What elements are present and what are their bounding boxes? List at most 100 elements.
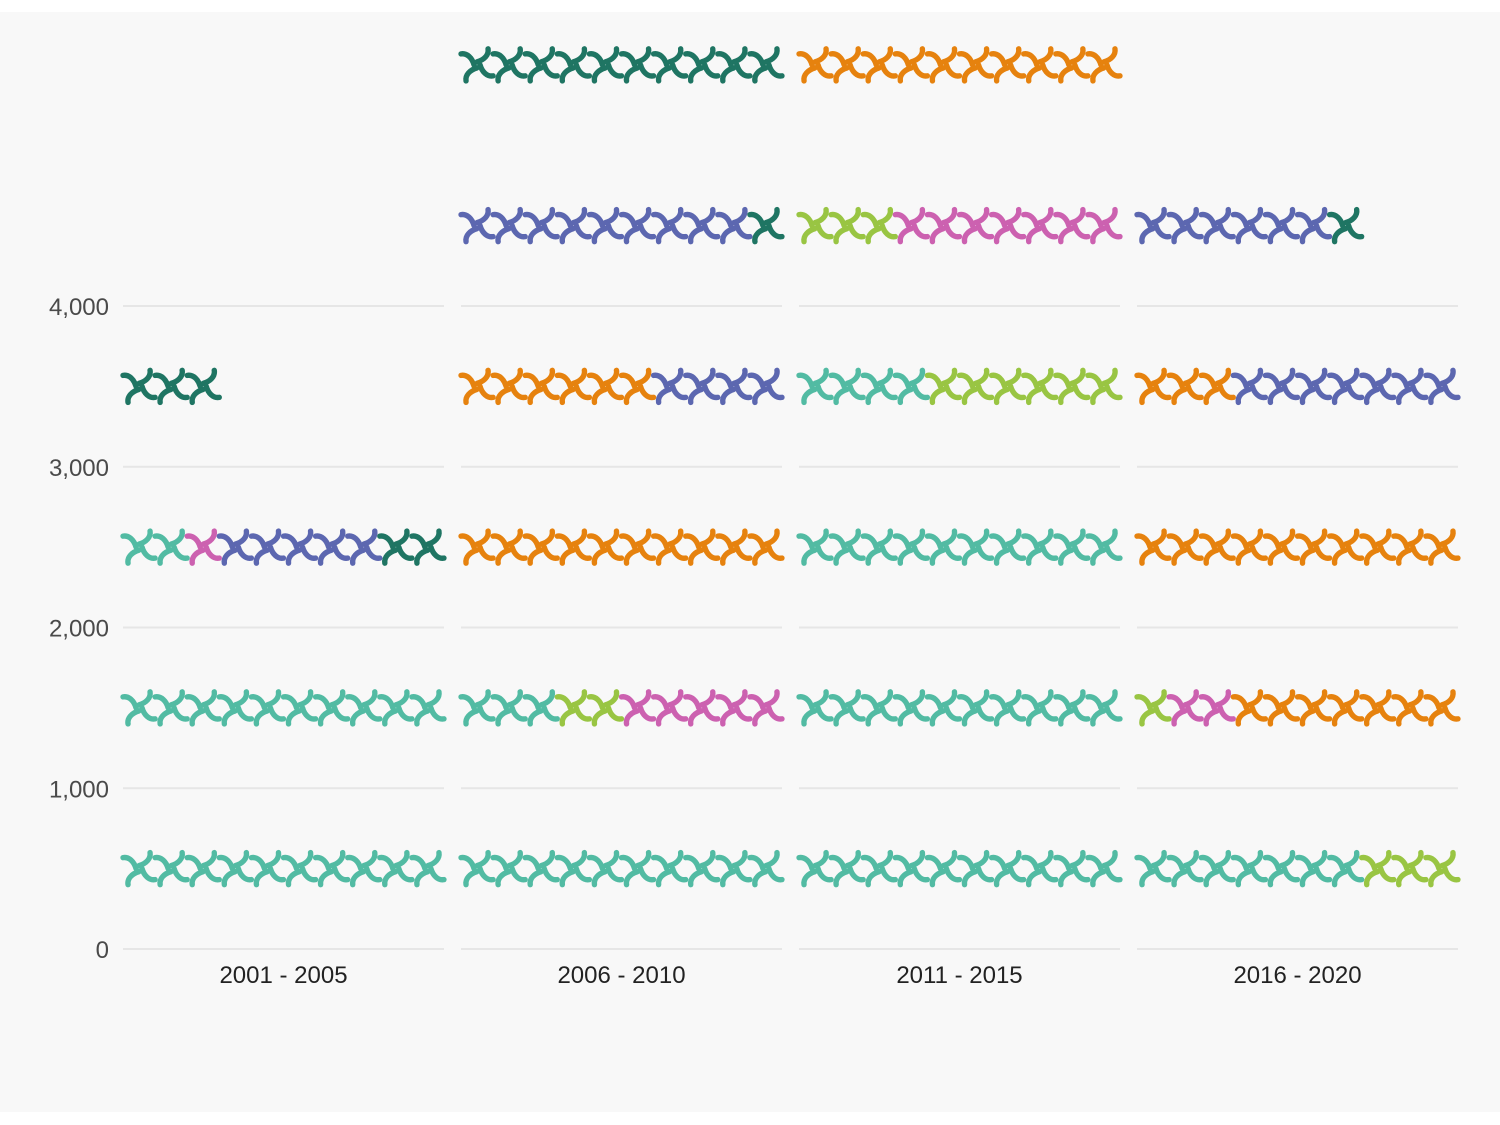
waffle-cell-2-0-33	[895, 370, 927, 402]
waffle-cell-3-3-11	[1265, 531, 1297, 563]
waffle-cell-3-4-9	[1201, 210, 1233, 242]
waffle-cell-3-3-6	[1426, 692, 1458, 724]
waffle-cell-1-4-1	[686, 370, 718, 402]
waffle-cell-1-2-1	[654, 692, 686, 724]
waffle-cell-1-0-9	[750, 853, 782, 885]
waffle-cell-1-4-7	[557, 210, 589, 242]
waffle-cell-2-0-18	[1056, 692, 1088, 724]
waffle-cell-3-3-4	[1362, 692, 1394, 724]
waffle-cell-2-0-26	[992, 531, 1024, 563]
waffle-cell-1-0-8	[718, 853, 750, 885]
waffle-cell-1-4-5	[493, 210, 525, 242]
waffle-cell-3-3-16	[1426, 531, 1458, 563]
waffle-cell-0-4-1	[251, 531, 283, 563]
waffle-cell-1-5-0	[750, 210, 782, 242]
waffle-cell-0-0-18	[380, 692, 412, 724]
waffle-cell-3-2-1	[1201, 692, 1233, 724]
x-tick-label: 2011 - 2015	[896, 962, 1022, 989]
waffle-cell-1-2-3	[718, 692, 750, 724]
waffle-cell-1-3-13	[557, 370, 589, 402]
waffle-cell-1-1-1	[589, 692, 621, 724]
x-tick-label: 2001 - 2005	[219, 962, 347, 989]
waffle-cell-3-4-1	[1265, 370, 1297, 402]
waffle-cell-2-0-14	[927, 692, 959, 724]
waffle-cell-2-2-5	[1056, 210, 1088, 242]
waffle-cell-1-3-5	[622, 531, 654, 563]
waffle-cell-0-4-0	[219, 531, 251, 563]
waffle-cell-0-0-9	[412, 853, 444, 885]
waffle-cell-1-3-15	[622, 370, 654, 402]
waffle-cell-2-3-0	[799, 49, 831, 81]
waffle-cell-1-5-9	[718, 49, 750, 81]
waffle-cell-1-2-0	[622, 692, 654, 724]
waffle-cell-1-4-0	[654, 370, 686, 402]
y-tick-label: 1,000	[49, 776, 109, 803]
y-tick-label: 0	[96, 937, 109, 964]
waffle-cell-0-0-10	[123, 692, 155, 724]
waffle-cell-1-3-12	[525, 370, 557, 402]
waffle-cell-0-0-14	[251, 692, 283, 724]
waffle-cell-0-0-19	[412, 692, 444, 724]
waffle-cell-2-0-13	[895, 692, 927, 724]
waffle-cell-2-0-24	[927, 531, 959, 563]
waffle-cell-1-3-0	[461, 531, 493, 563]
waffle-cell-3-4-5	[1394, 370, 1426, 402]
waffle-cell-2-1-6	[799, 210, 831, 242]
waffle-cell-0-2-0	[187, 531, 219, 563]
waffle-cell-3-3-15	[1394, 531, 1426, 563]
waffle-cell-1-4-4	[461, 210, 493, 242]
waffle-cell-1-5-6	[622, 49, 654, 81]
waffle-cell-1-0-11	[493, 692, 525, 724]
waffle-cell-0-0-4	[251, 853, 283, 885]
waffle-cell-0-0-13	[219, 692, 251, 724]
waffle-cell-3-4-12	[1298, 210, 1330, 242]
waffle-cell-3-3-7	[1137, 531, 1169, 563]
waffle-cell-3-4-4	[1362, 370, 1394, 402]
waffle-cell-3-0-1	[1169, 853, 1201, 885]
waffle-cell-2-0-28	[1056, 531, 1088, 563]
waffle-cell-2-0-29	[1088, 531, 1120, 563]
waffle-cell-2-0-23	[895, 531, 927, 563]
waffle-cell-3-3-10	[1233, 531, 1265, 563]
waffle-cell-2-0-21	[831, 531, 863, 563]
waffle-cell-3-4-8	[1169, 210, 1201, 242]
waffle-cell-3-3-8	[1169, 531, 1201, 563]
waffle-cell-0-0-7	[348, 853, 380, 885]
waffle-cell-0-0-16	[316, 692, 348, 724]
waffle-cell-3-3-1	[1265, 692, 1297, 724]
waffle-cell-0-0-6	[316, 853, 348, 885]
waffle-cell-3-3-5	[1394, 692, 1426, 724]
waffle-cell-3-3-17	[1137, 370, 1169, 402]
waffle-cell-2-0-17	[1024, 692, 1056, 724]
waffle-cell-0-0-0	[123, 853, 155, 885]
waffle-cell-1-3-8	[718, 531, 750, 563]
waffle-cell-0-0-21	[155, 531, 187, 563]
waffle-cell-1-4-10	[654, 210, 686, 242]
waffle-cell-2-1-3	[1024, 370, 1056, 402]
waffle-cell-1-3-3	[557, 531, 589, 563]
waffle-cell-3-1-1	[1394, 853, 1426, 885]
waffle-cell-2-0-5	[960, 853, 992, 885]
waffle-cell-1-0-6	[654, 853, 686, 885]
waffle-cell-3-4-0	[1233, 370, 1265, 402]
waffle-cell-3-3-13	[1330, 531, 1362, 563]
waffle-cell-3-0-0	[1137, 853, 1169, 885]
waffle-cell-0-5-0	[380, 531, 412, 563]
waffle-cell-0-0-5	[284, 853, 316, 885]
waffle-cell-3-4-7	[1137, 210, 1169, 242]
waffle-cell-2-2-1	[927, 210, 959, 242]
waffle-cell-0-0-20	[123, 531, 155, 563]
waffle-cell-1-0-0	[461, 853, 493, 885]
waffle-cell-2-0-15	[960, 692, 992, 724]
waffle-cell-2-0-1	[831, 853, 863, 885]
waffle-cell-2-0-0	[799, 853, 831, 885]
waffle-cell-2-1-8	[863, 210, 895, 242]
waffle-cell-3-4-11	[1265, 210, 1297, 242]
waffle-cell-2-2-6	[1088, 210, 1120, 242]
waffle-cell-2-0-11	[831, 692, 863, 724]
waffle-cell-2-3-8	[1056, 49, 1088, 81]
y-tick-label: 4,000	[49, 294, 109, 321]
waffle-cell-0-0-3	[219, 853, 251, 885]
waffle-cell-2-0-22	[863, 531, 895, 563]
